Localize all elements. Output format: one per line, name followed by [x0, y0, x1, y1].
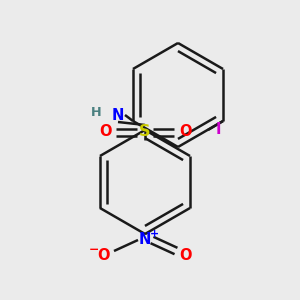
- Text: O: O: [98, 248, 110, 262]
- Text: N: N: [139, 232, 151, 247]
- Text: −: −: [89, 244, 99, 256]
- Text: I: I: [215, 122, 221, 137]
- Text: S: S: [139, 124, 151, 140]
- Text: O: O: [180, 248, 192, 262]
- Text: N: N: [112, 107, 124, 122]
- Text: H: H: [91, 106, 101, 118]
- Text: O: O: [99, 124, 111, 140]
- Text: O: O: [179, 124, 191, 140]
- Text: +: +: [149, 229, 159, 239]
